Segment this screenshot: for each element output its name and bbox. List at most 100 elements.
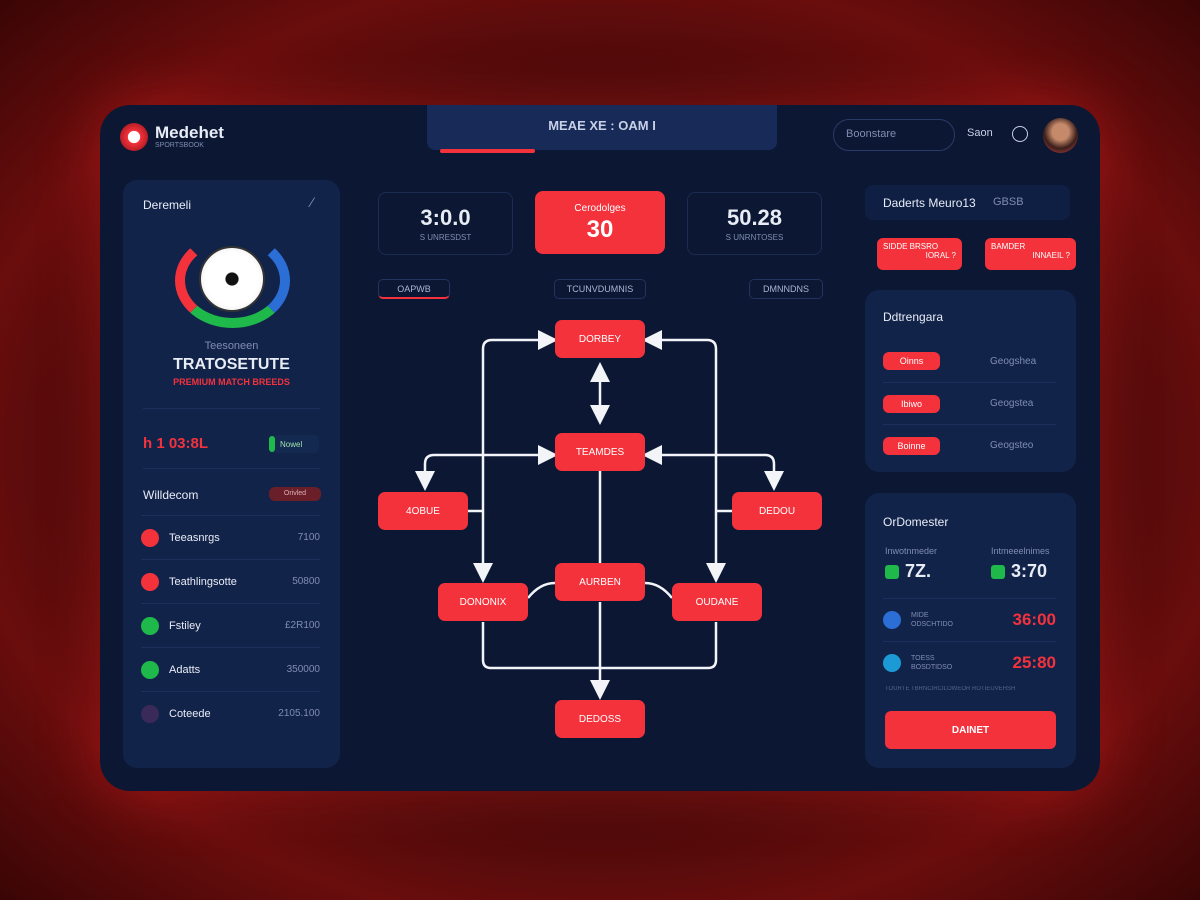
- category-row[interactable]: Ibiwo Geogstea: [883, 382, 1056, 424]
- flow-node[interactable]: OUDANE: [672, 583, 762, 621]
- stat-value: 3:0.0: [420, 205, 471, 230]
- status-badge: Nowel: [269, 435, 319, 453]
- flow-node[interactable]: DORBEY: [555, 320, 645, 358]
- category-value: Geogshea: [990, 355, 1037, 367]
- list-item[interactable]: Teeasnrgs 7100: [141, 515, 320, 559]
- odds-label: Intmeeelnimes: [991, 546, 1050, 556]
- avatar[interactable]: [1043, 118, 1078, 153]
- logo-icon: [120, 123, 148, 151]
- time-label: ODSCHTIDO: [911, 621, 953, 628]
- time-row[interactable]: TOESS BOSDTIDSO 25:80: [883, 641, 1056, 684]
- tab-domains[interactable]: DMNNDNS: [749, 279, 823, 299]
- team-panel: Deremeli ⁄ Teesoneen TRATOSETUTE PREMIUM…: [123, 180, 340, 768]
- stat-value: 50.28: [726, 205, 783, 230]
- flow-node[interactable]: DEDOSS: [555, 700, 645, 738]
- odds-value: 7Z.: [885, 561, 931, 582]
- right-header: Daderts Meuro13 GBSB: [865, 185, 1070, 220]
- time-value: 36:00: [1012, 610, 1056, 629]
- clock-icon: [883, 611, 901, 629]
- active-tab-indicator: [440, 149, 535, 153]
- category-icon: [141, 616, 159, 635]
- bet-pill[interactable]: SIDDE BRSRO IORAL ?: [877, 238, 962, 270]
- list-item[interactable]: Fstiley £2R100: [141, 603, 320, 647]
- category-badge[interactable]: Ibiwo: [883, 394, 940, 413]
- panel-title: Ddtrengara: [883, 310, 944, 324]
- flow-node[interactable]: 4OBUE: [378, 492, 468, 530]
- pill-top: BAMDER: [991, 242, 1026, 251]
- edit-icon[interactable]: ⁄: [311, 194, 314, 210]
- odds-label: Inwotnmeder: [885, 546, 938, 556]
- pill-bottom: INNAEIL ?: [1032, 251, 1071, 260]
- time-small: TOESS: [911, 655, 935, 662]
- odds-value: 3:70: [991, 561, 1047, 582]
- check-icon: [885, 564, 899, 579]
- categories-panel: Ddtrengara Oinns Geogshea Ibiwo Geogstea…: [865, 290, 1076, 472]
- category-badge[interactable]: Oinns: [883, 352, 940, 370]
- item-label: Teeasnrgs: [169, 531, 220, 544]
- list-item[interactable]: Adatts 350000: [141, 647, 320, 691]
- odds-panel: OrDomester Inwotnmeder 7Z. Intmeeelnimes…: [865, 493, 1076, 768]
- divider: [143, 468, 320, 469]
- category-icon: [141, 660, 159, 679]
- odds-number: 7Z.: [905, 561, 932, 581]
- item-value: 50800: [292, 576, 320, 587]
- team-subtitle: Teesoneen: [204, 340, 259, 352]
- tab-overview[interactable]: OAPWB: [378, 279, 450, 299]
- footnote: TOURTE TBRNCIRCILOWEOR ROTIEUVEHSH: [885, 686, 1016, 692]
- item-value: 350000: [286, 664, 320, 675]
- category-icon: [141, 572, 159, 591]
- item-value: 7100: [297, 532, 320, 543]
- connector: [415, 445, 558, 491]
- time-row[interactable]: MIDE ODSCHTIDO 36:00: [883, 598, 1056, 641]
- panel-title: Deremeli: [143, 198, 192, 212]
- connector: [473, 330, 558, 583]
- item-value: 2105.100: [278, 708, 320, 719]
- panel-title: OrDomester: [883, 515, 949, 529]
- flow-node[interactable]: DONONIX: [438, 583, 528, 621]
- pill-bottom: IORAL ?: [925, 251, 956, 260]
- item-label: Coteede: [169, 707, 211, 720]
- primary-action-button[interactable]: DAINET: [885, 711, 1056, 749]
- category-icon: [141, 704, 159, 723]
- flow-node[interactable]: TEAMDES: [555, 433, 645, 471]
- odds-number: 3:70: [1011, 561, 1048, 581]
- category-icon: [141, 528, 159, 547]
- status-label: Nowel: [280, 439, 303, 449]
- connector: [642, 445, 784, 491]
- stat-label: S UNRESDST: [419, 233, 472, 242]
- connector: [644, 581, 673, 599]
- flow-node[interactable]: DEDOU: [732, 492, 822, 530]
- flow-node[interactable]: AURBEN: [555, 563, 645, 601]
- search-input[interactable]: Boonstare: [833, 119, 955, 151]
- time-label: BOSDTIDSO: [911, 664, 953, 671]
- highlight-stat-card[interactable]: Cerodolges 30: [535, 191, 665, 254]
- list-item[interactable]: Coteede 2105.100: [141, 691, 320, 735]
- sign-in-link[interactable]: Saon: [967, 127, 993, 139]
- list-item[interactable]: Teathlingsotte 50800: [141, 559, 320, 603]
- stat-value: 30: [586, 216, 614, 243]
- team-name: TRATOSETUTE: [173, 356, 290, 373]
- item-label: Teathlingsotte: [169, 575, 237, 588]
- soccer-ball-icon: [199, 246, 265, 312]
- category-row[interactable]: Oinns Geogshea: [883, 340, 1056, 382]
- bet-pill[interactable]: BAMDER INNAEIL ?: [985, 238, 1076, 270]
- divider: [143, 408, 320, 409]
- right-title-extra: GBSB: [993, 196, 1024, 208]
- tab-tournaments[interactable]: TCUNVDUMNIS: [554, 279, 646, 299]
- category-row[interactable]: Boinne Geogsteo: [883, 424, 1056, 466]
- connector: [481, 622, 718, 670]
- header-title-tab[interactable]: MEAE XE : OAM I: [427, 105, 777, 150]
- stat-label: Cerodolges: [574, 203, 626, 214]
- account-icon[interactable]: [1012, 126, 1028, 142]
- time-value: 25:80: [1012, 653, 1056, 672]
- time-small: MIDE: [911, 612, 929, 619]
- clock-icon: [883, 654, 901, 672]
- section-badge[interactable]: Orivled: [269, 487, 321, 501]
- item-label: Adatts: [169, 663, 201, 676]
- logo-text: Medehet: [155, 123, 224, 142]
- ring-gauge: [175, 233, 290, 328]
- check-icon: [991, 564, 1005, 579]
- category-badge[interactable]: Boinne: [883, 436, 940, 455]
- item-label: Fstiley: [169, 619, 201, 632]
